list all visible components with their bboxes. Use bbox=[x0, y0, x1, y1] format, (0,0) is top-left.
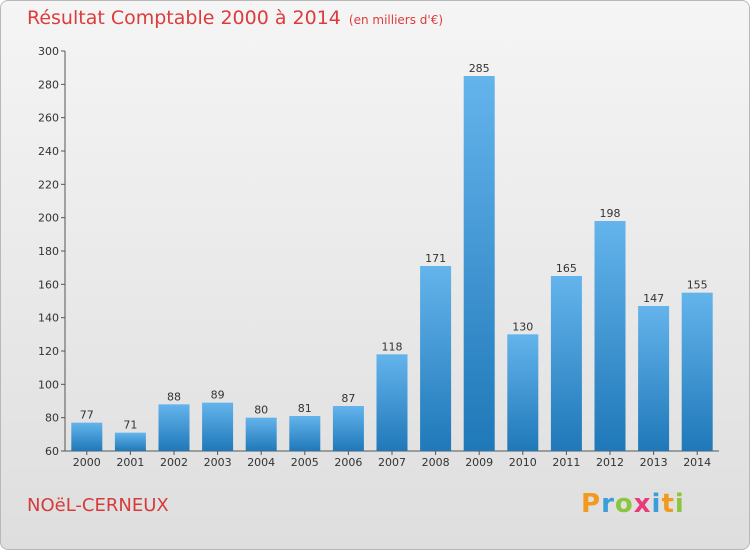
bar bbox=[158, 404, 190, 451]
bar bbox=[114, 432, 146, 451]
data-label: 285 bbox=[469, 62, 490, 75]
data-label: 80 bbox=[254, 404, 268, 417]
bar bbox=[550, 276, 582, 451]
x-tick-label: 2012 bbox=[596, 456, 624, 469]
chart-title-text: Résultat Comptable 2000 à 2014 bbox=[27, 7, 341, 29]
data-label: 165 bbox=[556, 262, 577, 275]
bar bbox=[638, 306, 670, 451]
bar bbox=[507, 334, 539, 451]
bar bbox=[594, 221, 626, 451]
logo-letter: x bbox=[633, 489, 652, 519]
x-tick-label: 2005 bbox=[291, 456, 319, 469]
x-tick-label: 2006 bbox=[334, 456, 362, 469]
bar bbox=[245, 417, 277, 451]
y-tick-label: 240 bbox=[38, 145, 59, 158]
bars bbox=[71, 76, 713, 451]
y-tick-label: 180 bbox=[38, 245, 59, 258]
chart-title: Résultat Comptable 2000 à 2014 (en millie… bbox=[27, 7, 443, 29]
value-labels: 77 71 88 89 80 81 87 118 171 285 130 165 198 147 155 bbox=[80, 62, 708, 432]
x-tick-label: 2009 bbox=[465, 456, 493, 469]
logo-letter: t bbox=[661, 489, 675, 519]
x-tick-label: 2000 bbox=[73, 456, 101, 469]
bar bbox=[420, 266, 452, 451]
x-tick-label: 2010 bbox=[509, 456, 537, 469]
y-tick-label: 60 bbox=[45, 445, 59, 458]
data-label: 155 bbox=[687, 279, 708, 292]
data-label: 87 bbox=[341, 392, 355, 405]
data-label: 147 bbox=[643, 292, 664, 305]
data-label: 88 bbox=[167, 390, 181, 403]
x-tick-label: 2011 bbox=[552, 456, 580, 469]
x-tick-label: 2008 bbox=[422, 456, 450, 469]
y-tick-label: 220 bbox=[38, 178, 59, 191]
x-tick-label: 2002 bbox=[160, 456, 188, 469]
logo-letter: i bbox=[651, 489, 662, 519]
y-tick-label: 160 bbox=[38, 278, 59, 291]
bar bbox=[202, 402, 234, 451]
bar bbox=[71, 422, 103, 451]
y-axis: 60 80 100 120 140 160 180 200 220 240 260 280 300 bbox=[38, 45, 66, 458]
y-tick-label: 280 bbox=[38, 78, 59, 91]
proxiti-logo: Proxiti bbox=[581, 489, 685, 519]
x-tick-label: 2014 bbox=[683, 456, 711, 469]
logo-letter: r bbox=[601, 489, 615, 519]
logo-letter: P bbox=[581, 489, 602, 519]
data-label: 71 bbox=[123, 419, 137, 432]
y-tick-label: 300 bbox=[38, 45, 59, 58]
y-tick-label: 80 bbox=[45, 412, 59, 425]
commune-name: NOëL-CERNEUX bbox=[27, 495, 169, 516]
data-label: 198 bbox=[600, 207, 621, 220]
x-axis: 2000 2001 2002 2003 2004 2005 2006 2007 2008 2009… bbox=[65, 450, 719, 469]
x-tick-label: 2013 bbox=[640, 456, 668, 469]
logo-letter: o bbox=[614, 489, 634, 519]
bar bbox=[681, 292, 713, 451]
x-tick-label: 2001 bbox=[116, 456, 144, 469]
y-tick-label: 140 bbox=[38, 312, 59, 325]
x-tick-label: 2007 bbox=[378, 456, 406, 469]
y-tick-label: 200 bbox=[38, 212, 59, 225]
data-label: 118 bbox=[382, 340, 403, 353]
bar bbox=[332, 406, 364, 451]
data-label: 171 bbox=[425, 252, 446, 265]
chart-subtitle: (en milliers d'€) bbox=[348, 13, 444, 27]
y-tick-label: 100 bbox=[38, 378, 59, 391]
bar bbox=[463, 76, 495, 451]
x-tick-label: 2004 bbox=[247, 456, 275, 469]
y-tick-label: 120 bbox=[38, 345, 59, 358]
logo-letter: i bbox=[674, 489, 685, 519]
data-label: 130 bbox=[512, 320, 533, 333]
data-label: 77 bbox=[80, 409, 94, 422]
bar bbox=[289, 416, 321, 451]
data-label: 81 bbox=[298, 402, 312, 415]
data-label: 89 bbox=[211, 389, 225, 402]
x-tick-label: 2003 bbox=[204, 456, 232, 469]
y-tick-label: 260 bbox=[38, 112, 59, 125]
bar bbox=[376, 354, 408, 451]
